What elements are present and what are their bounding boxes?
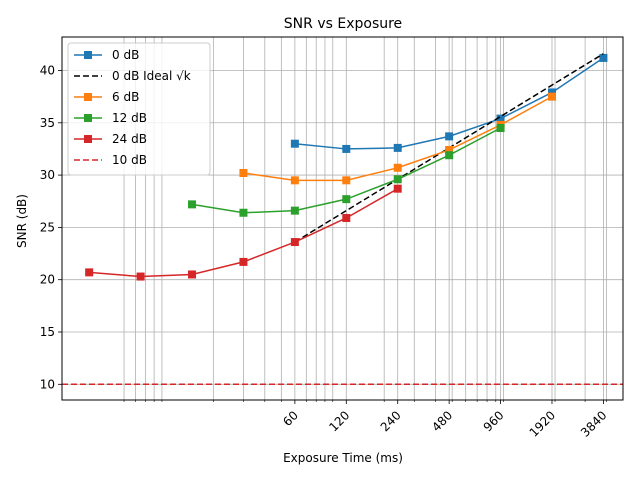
- y-tick-label: 10: [40, 377, 55, 391]
- series-lines: [85, 53, 608, 281]
- y-tick-label: 40: [40, 63, 55, 77]
- data-point: [547, 92, 556, 101]
- y-tick-label: 20: [40, 273, 55, 287]
- legend-swatch-marker: [84, 93, 92, 101]
- legend-label: 12 dB: [112, 111, 147, 125]
- legend: 0 dB 0 dB Ideal √k 6 dB 12 dB 24 dB 10 dB: [67, 42, 211, 176]
- legend-box: [67, 42, 211, 176]
- y-tick-label: 30: [40, 168, 55, 182]
- data-point: [496, 124, 505, 133]
- data-point: [188, 200, 197, 209]
- data-point: [393, 175, 402, 184]
- data-point: [290, 139, 299, 148]
- data-point: [496, 114, 505, 123]
- data-point: [393, 163, 402, 172]
- data-point: [445, 132, 454, 141]
- data-point: [290, 206, 299, 215]
- legend-label: 10 dB: [112, 153, 147, 167]
- data-point: [445, 151, 454, 160]
- legend-label: 24 dB: [112, 132, 147, 146]
- data-point: [136, 272, 145, 281]
- data-point: [290, 238, 299, 247]
- data-point: [393, 143, 402, 152]
- legend-swatch-marker: [84, 135, 92, 143]
- y-axis-label: SNR (dB): [15, 194, 29, 248]
- data-point: [290, 176, 299, 185]
- y-tick-label: 15: [40, 325, 55, 339]
- data-point: [445, 145, 454, 154]
- data-point: [599, 53, 608, 62]
- legend-label: 0 dB: [112, 48, 139, 62]
- y-tick-label: 35: [40, 116, 55, 130]
- legend-swatch-marker: [84, 51, 92, 59]
- data-point: [547, 88, 556, 97]
- data-point: [342, 195, 351, 204]
- data-point: [85, 268, 94, 277]
- legend-label: 6 dB: [112, 90, 139, 104]
- x-axis-label: Exposure Time (ms): [283, 451, 403, 465]
- data-point: [239, 168, 248, 177]
- data-point: [342, 213, 351, 222]
- data-point: [342, 144, 351, 153]
- data-point: [239, 257, 248, 266]
- chart-title: SNR vs Exposure: [284, 16, 402, 32]
- data-point: [239, 208, 248, 217]
- plot-area-frame: [61, 36, 624, 401]
- y-tick-label: 25: [40, 220, 55, 234]
- data-point: [342, 176, 351, 185]
- legend-swatch-marker: [84, 114, 92, 122]
- data-point: [393, 184, 402, 193]
- legend-label: 0 dB Ideal √k: [112, 69, 191, 83]
- data-point: [188, 270, 197, 279]
